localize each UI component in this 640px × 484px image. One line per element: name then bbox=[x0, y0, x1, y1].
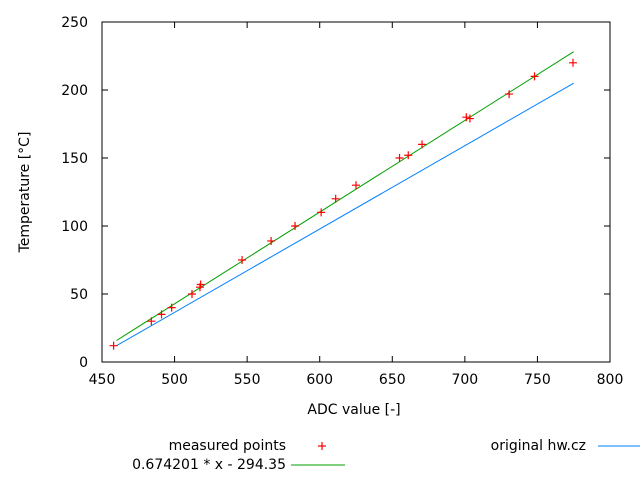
x-tick-label: 800 bbox=[597, 372, 624, 388]
x-tick-label: 600 bbox=[306, 372, 333, 388]
data-point bbox=[317, 208, 326, 217]
legend-label-original: original hw.cz bbox=[491, 438, 586, 454]
y-axis-label: Temperature [°C] bbox=[17, 132, 33, 254]
data-point bbox=[167, 303, 176, 312]
x-tick-label: 500 bbox=[161, 372, 188, 388]
data-point bbox=[418, 140, 427, 149]
data-point bbox=[109, 341, 118, 350]
y-tick-label: 50 bbox=[70, 287, 88, 303]
data-point bbox=[291, 222, 300, 230]
data-point bbox=[530, 72, 539, 81]
x-tick-label: 750 bbox=[524, 372, 551, 388]
y-tick-label: 150 bbox=[61, 151, 88, 167]
x-tick-label: 650 bbox=[379, 372, 406, 388]
y-tick-label: 0 bbox=[79, 355, 88, 371]
x-tick-label: 700 bbox=[451, 372, 478, 388]
series-line-1 bbox=[116, 51, 574, 341]
data-point bbox=[465, 114, 474, 123]
data-point bbox=[187, 290, 196, 298]
data-point bbox=[404, 151, 413, 160]
plot-frame bbox=[101, 21, 611, 363]
data-point bbox=[147, 317, 156, 326]
marks bbox=[109, 51, 577, 350]
data-point bbox=[196, 280, 205, 289]
axes: 450 500 550 600 650 700 750 800 0 50 100 150 200 250 bbox=[61, 15, 623, 388]
data-point bbox=[331, 194, 340, 203]
series-line-2 bbox=[116, 82, 574, 347]
data-point bbox=[462, 113, 471, 122]
legend-marker-measured bbox=[318, 442, 326, 450]
data-point bbox=[267, 236, 276, 245]
x-tick-label: 450 bbox=[89, 372, 116, 388]
legend-label-fit: 0.674201 * x - 294.35 bbox=[132, 457, 286, 473]
data-point bbox=[352, 181, 360, 190]
legend: measured points 0.674201 * x - 294.35 or… bbox=[132, 438, 640, 473]
x-tick-label: 550 bbox=[234, 372, 261, 388]
data-point bbox=[157, 310, 166, 319]
y-tick-label: 250 bbox=[61, 15, 88, 31]
data-point bbox=[505, 90, 514, 99]
legend-label-measured: measured points bbox=[169, 438, 286, 454]
y-tick-label: 100 bbox=[61, 219, 88, 235]
x-axis-label: ADC value [-] bbox=[307, 402, 400, 418]
data-point bbox=[395, 154, 404, 162]
data-point bbox=[568, 58, 577, 67]
y-tick-label: 200 bbox=[61, 83, 88, 99]
data-point bbox=[238, 256, 247, 264]
